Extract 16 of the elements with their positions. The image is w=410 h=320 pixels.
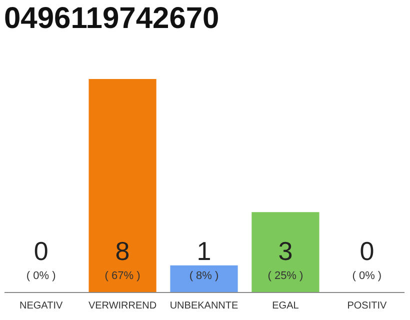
x-tick-label: POSITIV xyxy=(347,300,387,312)
x-tick-label: VERWIRREND xyxy=(88,300,157,312)
data-label: 8 xyxy=(115,236,130,266)
annotation: ( 0% ) xyxy=(352,270,382,282)
chart-title: 0496119742670 xyxy=(4,2,220,35)
annotation: ( 0% ) xyxy=(26,270,56,282)
annotation: ( 67% ) xyxy=(104,270,140,282)
x-tick-label: EGAL xyxy=(272,300,300,312)
data-label: 3 xyxy=(278,236,293,266)
annotation: ( 8% ) xyxy=(189,270,219,282)
data-label: 0 xyxy=(360,236,374,266)
x-tick-label: UNBEKANNTE xyxy=(170,300,238,312)
data-label: 1 xyxy=(196,236,212,266)
x-tick-label: NEGATIV xyxy=(19,300,63,312)
data-label: 0 xyxy=(34,236,48,266)
annotation: ( 25% ) xyxy=(268,270,304,282)
